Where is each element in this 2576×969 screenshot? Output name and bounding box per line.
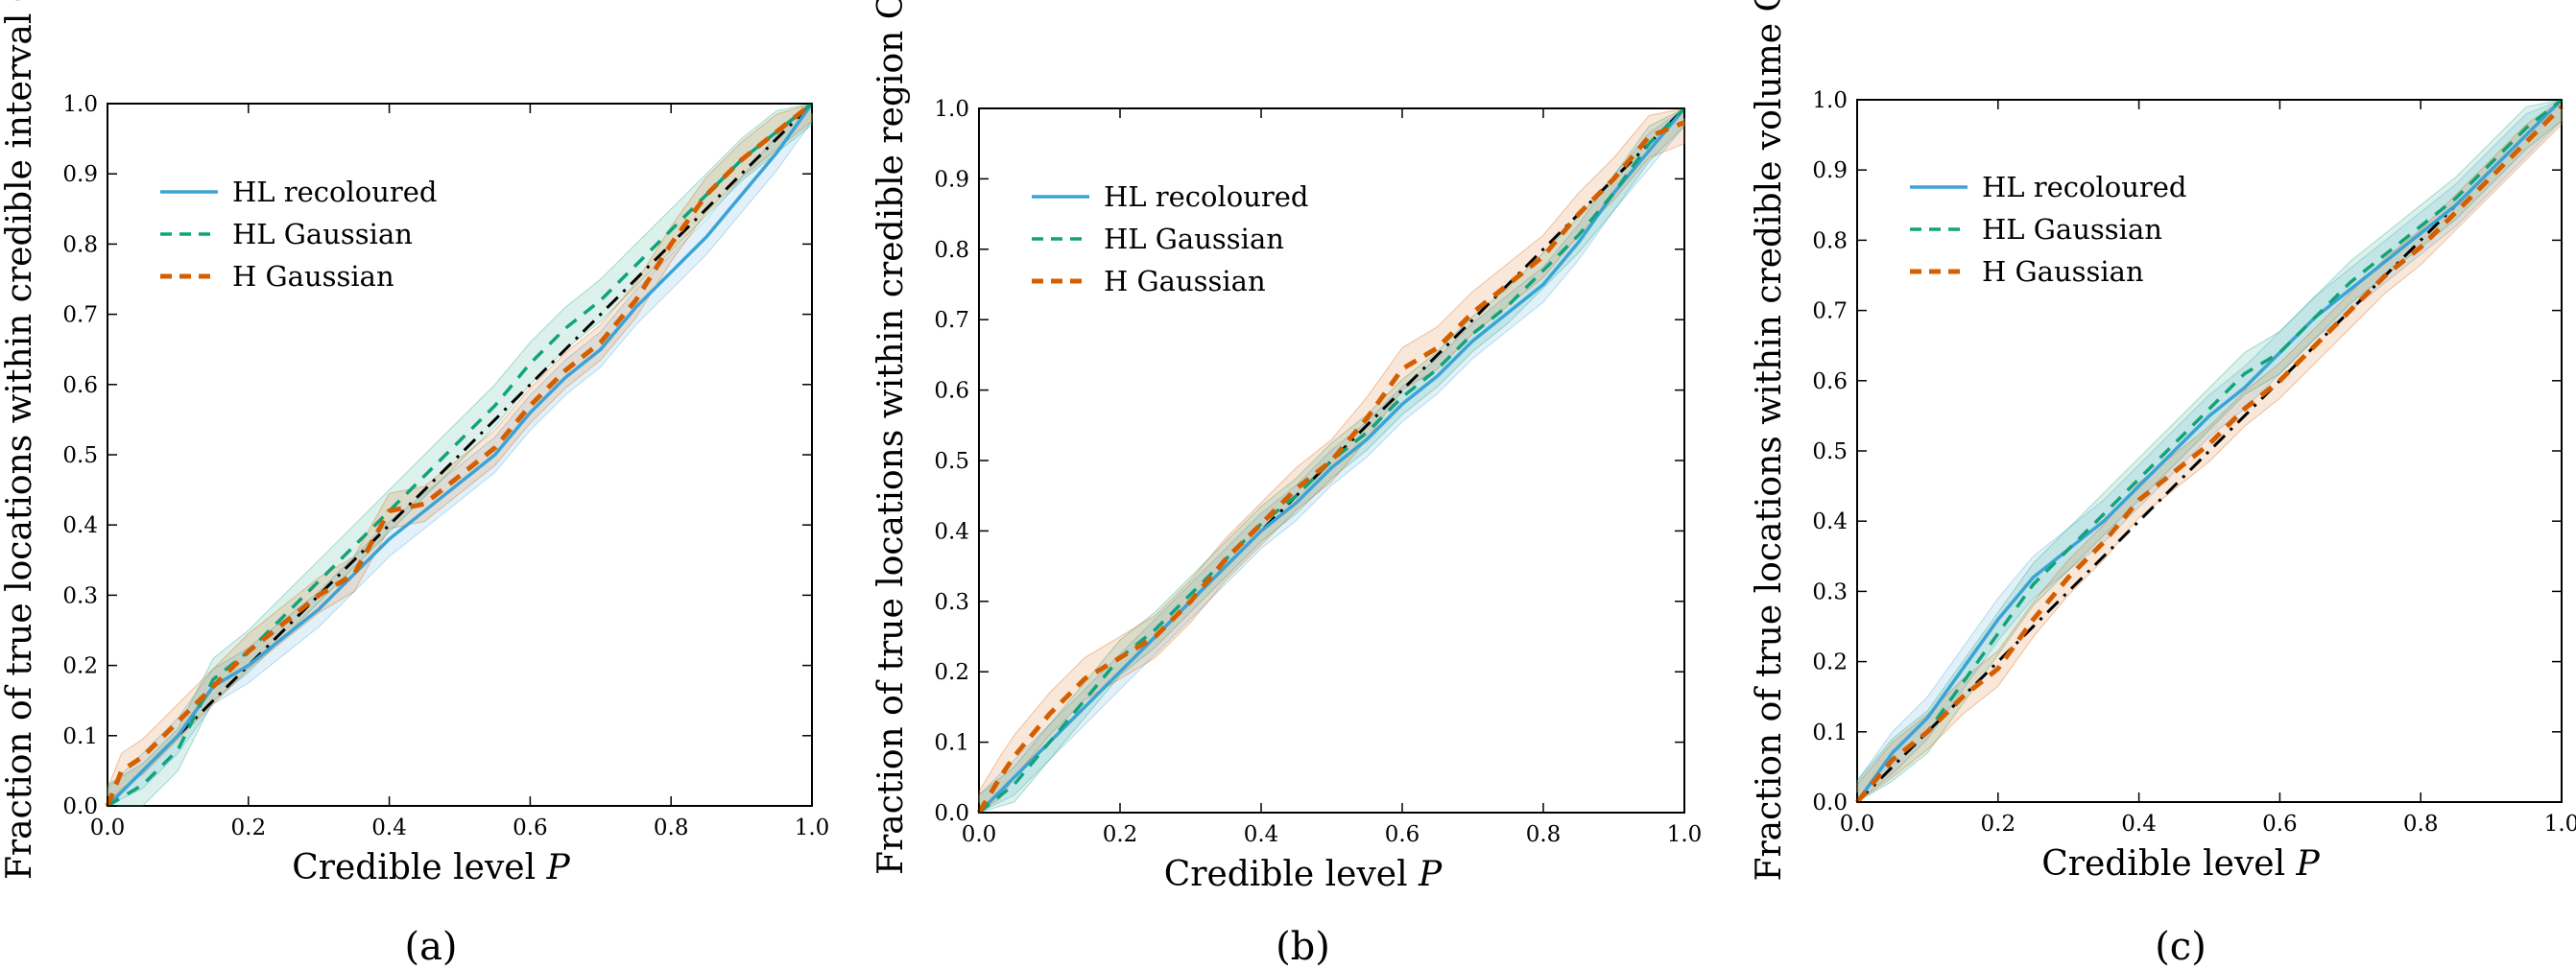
y-tick-label: 0.8 [62, 232, 98, 257]
y-tick-label: 0.6 [1812, 369, 1848, 394]
y-tick-label: 0.5 [62, 443, 98, 468]
series-line-2 [1855, 98, 2564, 804]
legend-label: H Gaussian [232, 260, 394, 293]
x-tick-label: 0.8 [2403, 812, 2439, 837]
y-tick-label: 0.2 [62, 654, 98, 679]
x-axis-label: Credible level P [292, 848, 570, 887]
y-tick-label: 0.9 [1812, 158, 1848, 183]
x-tick-label: 0.0 [90, 815, 126, 840]
y-tick-label: 0.3 [1812, 579, 1848, 604]
y-tick-label: 0.4 [1812, 509, 1848, 534]
x-tick-label: 1.0 [2544, 812, 2576, 837]
y-tick-label: 0.7 [1812, 299, 1848, 324]
y-axis-label: Fraction of true locations within credib… [871, 0, 923, 875]
y-tick-label: 0.6 [62, 373, 98, 398]
y-tick-label: 0.9 [934, 167, 969, 192]
x-axis-label: Credible level P [1164, 855, 1443, 894]
x-tick-label: 0.4 [1244, 822, 1279, 847]
series-line-2 [977, 106, 1686, 815]
legend-label: HL recoloured [1104, 180, 1309, 213]
y-tick-label: 0.1 [934, 731, 969, 756]
y-tick-label: 0.0 [934, 801, 969, 826]
legend-label: H Gaussian [1982, 255, 2144, 288]
y-tick-label: 0.6 [934, 379, 969, 404]
y-tick-label: 0.8 [1812, 228, 1848, 253]
series-line-3 [976, 120, 1685, 815]
y-tick-label: 0.2 [1812, 650, 1848, 675]
x-tick-label: 0.2 [1981, 812, 2016, 837]
x-tick-label: 0.4 [371, 815, 407, 840]
y-tick-label: 0.2 [934, 660, 969, 685]
x-tick-label: 1.0 [795, 815, 830, 840]
y-tick-label: 0.0 [62, 794, 98, 819]
y-tick-label: 0.0 [1812, 791, 1848, 815]
y-tick-label: 0.9 [62, 162, 98, 187]
series-line-2 [107, 102, 814, 808]
y-tick-label: 0.4 [934, 519, 969, 544]
series-line-3 [1855, 105, 2564, 804]
legend-label: HL Gaussian [1104, 223, 1284, 255]
y-tick-label: 0.5 [1812, 439, 1848, 464]
panel-label: (b) [1276, 925, 1330, 969]
y-tick-label: 0.5 [934, 449, 969, 474]
x-tick-label: 0.8 [1526, 822, 1562, 847]
y-axis-label: Fraction of true locations within credib… [0, 0, 52, 880]
x-tick-label: 0.8 [654, 815, 689, 840]
panel-label: (a) [404, 925, 457, 969]
x-tick-label: 0.0 [962, 822, 997, 847]
x-tick-label: 1.0 [1667, 822, 1703, 847]
legend-label: H Gaussian [1104, 265, 1266, 297]
y-tick-label: 1.0 [934, 97, 969, 122]
series-line-1 [1855, 98, 2564, 804]
y-tick-label: 1.0 [1812, 88, 1848, 113]
y-tick-label: 0.1 [62, 724, 98, 749]
y-tick-label: 0.4 [62, 513, 98, 538]
y-tick-label: 0.1 [1812, 721, 1848, 745]
y-tick-label: 0.7 [62, 303, 98, 328]
y-tick-label: 0.7 [934, 308, 969, 333]
x-tick-label: 0.6 [513, 815, 548, 840]
y-axis-label: Fraction of true locations within credib… [1750, 0, 1801, 882]
x-tick-label: 0.4 [2121, 812, 2157, 837]
chart-panel-3: 0.0 0.2 0.4 0.6 0.8 1.0 0.0 0.1 0.2 0.3 0.4 0.5 0.6 0… [1750, 0, 2576, 969]
x-tick-label: 0.2 [1103, 822, 1138, 847]
legend-label: HL Gaussian [232, 218, 413, 250]
y-tick-label: 0.8 [934, 238, 969, 263]
series-line-1 [977, 106, 1686, 815]
x-tick-label: 0.6 [2262, 812, 2298, 837]
y-tick-label: 0.3 [62, 583, 98, 608]
legend-label: HL Gaussian [1982, 213, 2162, 246]
y-tick-label: 0.3 [934, 590, 969, 615]
series-line-1 [106, 102, 814, 808]
x-axis-label: Credible level P [2041, 844, 2320, 884]
y-tick-label: 1.0 [62, 92, 98, 117]
legend-label: HL recoloured [232, 176, 438, 208]
x-tick-label: 0.2 [231, 815, 267, 840]
chart-panel-1: 0.0 0.2 0.4 0.6 0.8 1.0 0.0 0.1 0.2 0.3 0.4 0.5 0.6 0… [0, 0, 829, 969]
panel-label: (c) [2155, 925, 2206, 969]
legend-label: HL recoloured [1982, 171, 2187, 203]
x-tick-label: 0.6 [1385, 822, 1420, 847]
x-tick-label: 0.0 [1840, 812, 1875, 837]
chart-panel-2: 0.0 0.2 0.4 0.6 0.8 1.0 0.0 0.1 0.2 0.3 0.4 0.5 0.6 0… [871, 0, 1702, 969]
